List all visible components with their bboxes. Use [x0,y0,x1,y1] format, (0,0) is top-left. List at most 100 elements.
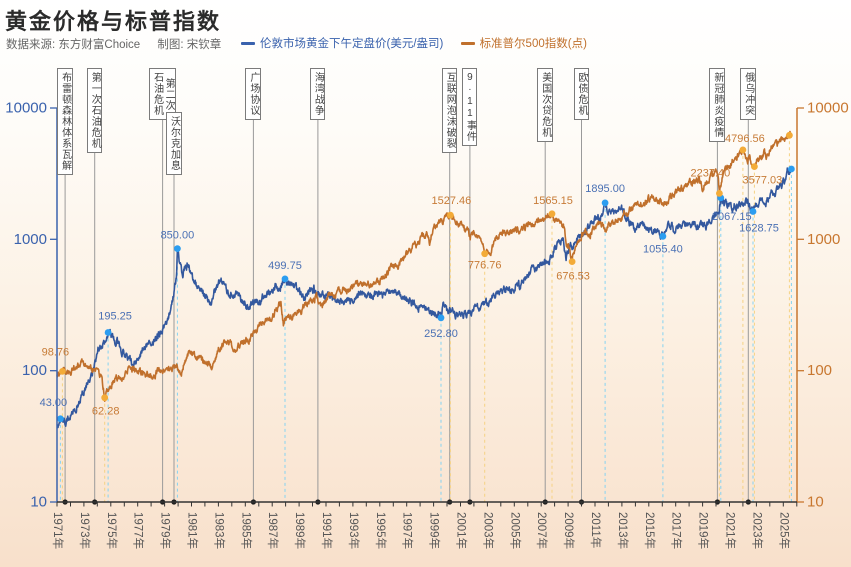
sp500-annotation-label: 98.76 [42,346,70,358]
sp500-annotation-dot [59,368,66,375]
y-axis-left-label: 1000 [14,231,47,248]
x-axis-year-label: 1997年 [401,512,415,549]
event-label-box: 海湾战争 [309,68,326,120]
y-axis-left-label: 10 [30,494,47,511]
gold-annotation-label: 2067.15 [712,211,752,223]
gold-annotation-label: 850.00 [161,230,195,242]
x-axis-year-label: 2025年 [777,512,791,549]
sp500-annotation-dot [481,250,489,258]
legend-item-gold[interactable]: 伦敦市场黄金下午定盘价(美元/盎司) [241,35,443,51]
event-label-box: 沃尔克加息 [166,112,182,175]
x-axis-year-label: 1993年 [347,512,361,549]
x-axis-year-label: 2015年 [643,512,657,549]
x-axis-year-label: 1987年 [266,512,280,549]
sp500-annotation-dot [568,258,576,265]
event-label-box: 新冠肺炎疫情 [709,68,725,142]
y-axis-right-label: 1000 [807,231,840,248]
sp500-annotation-label: 62.28 [92,406,120,418]
x-axis-year-label: 1991年 [320,512,334,549]
x-axis-year-label: 1977年 [132,512,146,549]
x-axis-year-label: 2021年 [724,512,738,549]
event-label-box: 欧债危机 [573,68,589,120]
x-axis-year-label: 2009年 [562,512,576,549]
gold-annotation-label: 1895.00 [585,183,625,195]
sp500-annotation-dot [101,394,109,402]
gold-annotation-label: 43.00 [40,397,68,409]
author-label: 制图: 宋钦章 [157,39,222,51]
sp500-annotation-label: 1527.46 [432,195,472,207]
gold-line [56,167,792,429]
page-title: 黄金价格与标普指数 [5,9,222,34]
sp500-annotation-label: 3577.03 [743,175,783,187]
sp500-annotation-label: 2237.40 [691,167,731,179]
gold-annotation-dot [749,208,757,215]
axes-group: 10 10 100 100 1000 1000 10000 10000 1971年 1973年 19… [5,100,848,550]
y-axis-right-label: 100 [807,362,832,379]
gold-annotation-label: 252.80 [424,328,458,340]
event-label-box: 美国次贷危机 [537,68,553,142]
series-group [56,130,793,429]
sp500-line [56,130,793,403]
gold-annotation-dot [437,314,445,322]
x-axis-year-label: 2007年 [535,512,549,549]
x-axis-year-label: 1981年 [186,512,200,549]
data-source-label: 数据来源: 东方财富Choice [6,39,141,51]
x-axis-year-label: 1989年 [293,512,307,549]
x-axis-year-label: 2023年 [750,512,764,549]
annotation-dots-group [57,131,795,423]
event-label-box: 第二次 石油危机 [149,68,177,120]
chart-legend: 伦敦市场黄金下午定盘价(美元/盎司) 标准普尔500指数(点) [241,35,601,51]
event-label-box: 第一次石油危机 [86,68,103,153]
gold-annotation-dot [788,165,795,173]
annotation-labels-group: 43.00 195.25 850.00 499.75 252.80 1895.00 1055… [40,133,783,418]
gold-annotation-dot [659,232,667,240]
sp500-annotation-label: 4796.56 [725,133,765,145]
gold-annotation-label: 499.75 [268,260,302,272]
x-axis-year-label: 2013年 [616,512,630,549]
gold-annotation-dot [104,329,112,336]
legend-label-gold: 伦敦市场黄金下午定盘价(美元/盎司) [260,38,444,50]
event-label-box: 互联网泡沫破裂 [441,68,458,153]
x-axis-year-label: 1995年 [374,512,388,549]
sp500-annotation-label: 676.53 [556,271,590,283]
x-axis-year-label: 2005年 [508,512,522,549]
sp500-annotation-dot [447,211,454,219]
x-axis-year-label: 2019年 [697,512,711,549]
sp500-annotation-dot [739,146,747,154]
y-axis-right-label: 10 [807,494,824,511]
gold-annotation-dot [57,415,64,423]
sp500-annotation-dot [548,210,556,218]
event-label-box: 广场协议 [245,68,261,120]
event-label-box: 俄乌冲突 [740,68,756,120]
sp500-legend-dash-icon [460,41,475,45]
sp500-annotation-label: 776.76 [468,260,502,272]
x-axis-year-label: 2011年 [589,512,603,548]
event-label-box: 布雷顿森林体系瓦解 [57,68,73,175]
x-axis-year-label: 1983年 [212,512,226,549]
y-axis-right-label: 10000 [807,100,849,117]
event-label-box: 9·11事件 [461,68,478,146]
legend-item-sp500[interactable]: 标准普尔500指数(点) [460,35,587,51]
x-axis-year-label: 1971年 [51,512,65,549]
sp500-annotation-label: 1565.15 [533,195,573,207]
gold-annotation-label: 195.25 [98,311,132,323]
annotation-droplines-group [59,135,792,502]
gold-legend-dash-icon [241,41,255,45]
gold-annotation-dot [601,199,609,207]
legend-label-sp500: 标准普尔500指数(点) [479,38,587,50]
gold-annotation-label: 1628.75 [739,223,779,235]
gold-annotation-label: 1055.40 [643,243,683,255]
chart-subtitle: 数据来源: 东方财富Choice 制图: 宋钦章 [6,36,221,52]
x-axis-year-label: 1985年 [239,512,253,549]
y-axis-left-label: 10000 [5,100,47,117]
x-axis-year-label: 1979年 [159,512,173,549]
sp500-annotation-dot [751,163,758,171]
x-axis-year-label: 2017年 [670,512,684,549]
sp500-annotation-dot [786,131,793,139]
x-axis-year-label: 2003年 [481,512,495,549]
sp500-annotation-dot [716,190,723,197]
y-axis-left-label: 100 [22,362,47,379]
x-axis-year-label: 2001年 [455,512,469,549]
